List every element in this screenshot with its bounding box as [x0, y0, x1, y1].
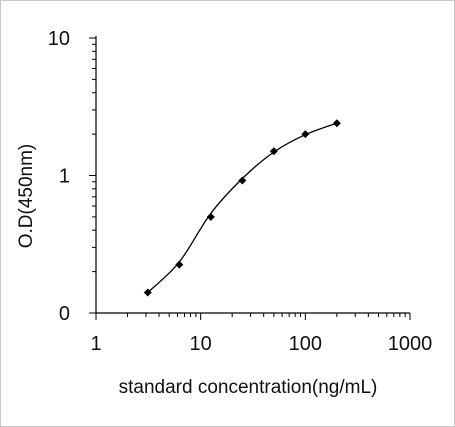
x-tick-label: 10: [190, 333, 212, 355]
data-point: [206, 212, 215, 221]
data-point: [175, 260, 184, 269]
y-tick-label: 10: [48, 28, 70, 50]
y-axis-title: O.D(450nm): [16, 144, 37, 249]
x-tick-label: 1000: [388, 333, 433, 355]
fit-curve: [147, 122, 338, 293]
x-tick-label: 100: [289, 333, 322, 355]
x-axis-title: standard concentration(ng/mL): [119, 377, 378, 398]
data-point: [269, 147, 278, 156]
y-tick-label: 0: [59, 303, 70, 325]
data-point: [301, 130, 310, 139]
data-point: [332, 119, 341, 128]
axes: [95, 36, 410, 314]
ticks: [89, 37, 411, 320]
data-point: [143, 288, 152, 297]
data-points: [143, 119, 341, 297]
data-point: [238, 176, 247, 185]
y-tick-label: 1: [59, 166, 70, 188]
x-tick-label: 1: [90, 333, 101, 355]
